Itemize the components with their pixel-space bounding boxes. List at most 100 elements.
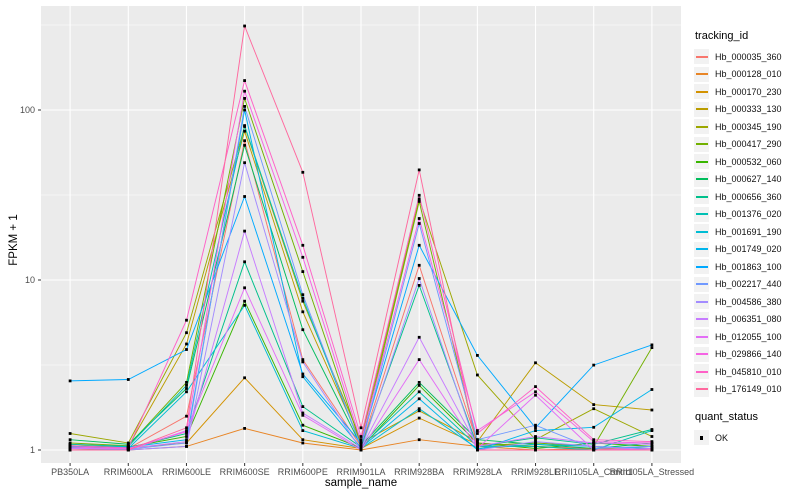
data-point <box>534 423 537 427</box>
data-point <box>592 438 596 442</box>
legend-item-label: Hb_000532_060 <box>715 156 782 167</box>
data-point <box>243 427 246 430</box>
data-point <box>301 243 305 247</box>
data-point <box>650 447 654 450</box>
x-tick-label: PB350LA <box>51 467 89 477</box>
legend-item-Hb_002217_440: Hb_002217_440 <box>694 276 800 294</box>
legend-key <box>694 294 709 310</box>
data-point <box>534 447 537 450</box>
data-point <box>592 407 596 411</box>
legend-item-label: Hb_001863_100 <box>715 261 782 272</box>
data-point <box>243 195 246 198</box>
data-point <box>417 193 421 197</box>
data-point <box>650 408 654 412</box>
legend-line-swatch <box>695 160 708 163</box>
data-point <box>126 442 130 446</box>
y-axis-title: FPKM + 1 <box>8 214 20 266</box>
data-point <box>417 222 421 225</box>
legend-key <box>694 189 709 205</box>
x-tick-label: RRII105LA_Control <box>555 467 633 477</box>
legend-item-quant-OK: OK <box>694 429 800 447</box>
data-point <box>243 89 246 93</box>
legend-line-swatch <box>695 73 708 76</box>
legend-line-swatch <box>695 353 708 356</box>
legend-title-tracking-id: tracking_id <box>695 30 749 42</box>
data-point <box>301 360 305 364</box>
data-point <box>301 299 305 303</box>
y-tick-label: 1 <box>30 445 35 455</box>
data-point <box>476 441 479 445</box>
data-point <box>650 429 654 432</box>
legend-key <box>694 84 709 100</box>
legend-item-Hb_176149_010: Hb_176149_010 <box>694 381 800 399</box>
data-point <box>301 429 305 432</box>
legend-item-label: OK <box>715 432 729 443</box>
legend-item-label: Hb_012055_100 <box>715 331 782 342</box>
data-point <box>417 358 421 361</box>
data-point <box>417 416 421 420</box>
data-point <box>243 143 246 147</box>
data-point <box>417 217 421 220</box>
data-point <box>126 446 130 450</box>
legend-item-label: Hb_002217_440 <box>715 279 782 290</box>
data-point <box>68 438 72 442</box>
legend-item-label: Hb_176149_010 <box>715 384 782 395</box>
legend-item-Hb_001863_100: Hb_001863_100 <box>694 258 800 276</box>
data-point <box>417 200 421 203</box>
legend-item-Hb_000128_010: Hb_000128_010 <box>694 66 800 84</box>
legend-key <box>694 259 709 275</box>
data-point <box>68 448 72 452</box>
legend-item-Hb_000656_360: Hb_000656_360 <box>694 188 800 206</box>
legend-quant-items: OK <box>694 429 800 447</box>
data-point <box>534 448 537 452</box>
legend-item-Hb_000170_230: Hb_000170_230 <box>694 83 800 101</box>
data-point <box>243 303 246 307</box>
legend-key <box>694 154 709 170</box>
data-point <box>243 376 246 380</box>
data-point <box>417 409 421 413</box>
data-point <box>185 381 188 384</box>
data-point <box>650 346 654 349</box>
data-point <box>417 335 421 339</box>
legend-item-Hb_045810_010: Hb_045810_010 <box>694 363 800 381</box>
data-point <box>243 108 246 112</box>
data-point <box>592 448 596 452</box>
data-point <box>534 445 537 448</box>
legend-line-swatch <box>695 178 708 181</box>
data-point <box>185 445 188 448</box>
legend-point-swatch <box>699 435 704 440</box>
data-point <box>243 24 246 28</box>
legend-key <box>694 171 709 187</box>
data-point <box>185 348 188 351</box>
data-point <box>417 438 421 442</box>
data-point <box>417 243 421 247</box>
data-point <box>185 440 188 443</box>
data-point <box>185 384 188 387</box>
legend-item-Hb_001691_190: Hb_001691_190 <box>694 223 800 241</box>
data-point <box>534 440 537 443</box>
legend-title-quant-status: quant_status <box>695 411 758 423</box>
legend-key <box>694 346 709 362</box>
legend-item-label: Hb_006351_080 <box>715 314 782 325</box>
legend-line-swatch <box>695 90 708 93</box>
data-point <box>592 440 596 443</box>
data-point <box>534 426 537 430</box>
y-tick-label: 10 <box>25 275 35 285</box>
legend-key <box>694 49 709 65</box>
data-point <box>650 343 654 347</box>
data-point <box>185 387 188 390</box>
legend-item-Hb_000035_360: Hb_000035_360 <box>694 48 800 66</box>
data-point <box>243 260 246 264</box>
data-point <box>243 161 246 165</box>
data-point <box>417 284 421 287</box>
data-point <box>301 423 305 427</box>
data-point <box>476 429 479 432</box>
data-point <box>301 441 305 445</box>
data-point <box>534 435 537 438</box>
x-tick-label: RRIM901LA <box>336 467 385 477</box>
data-point <box>592 363 596 367</box>
data-point <box>185 438 188 442</box>
legend-item-Hb_029866_140: Hb_029866_140 <box>694 346 800 364</box>
